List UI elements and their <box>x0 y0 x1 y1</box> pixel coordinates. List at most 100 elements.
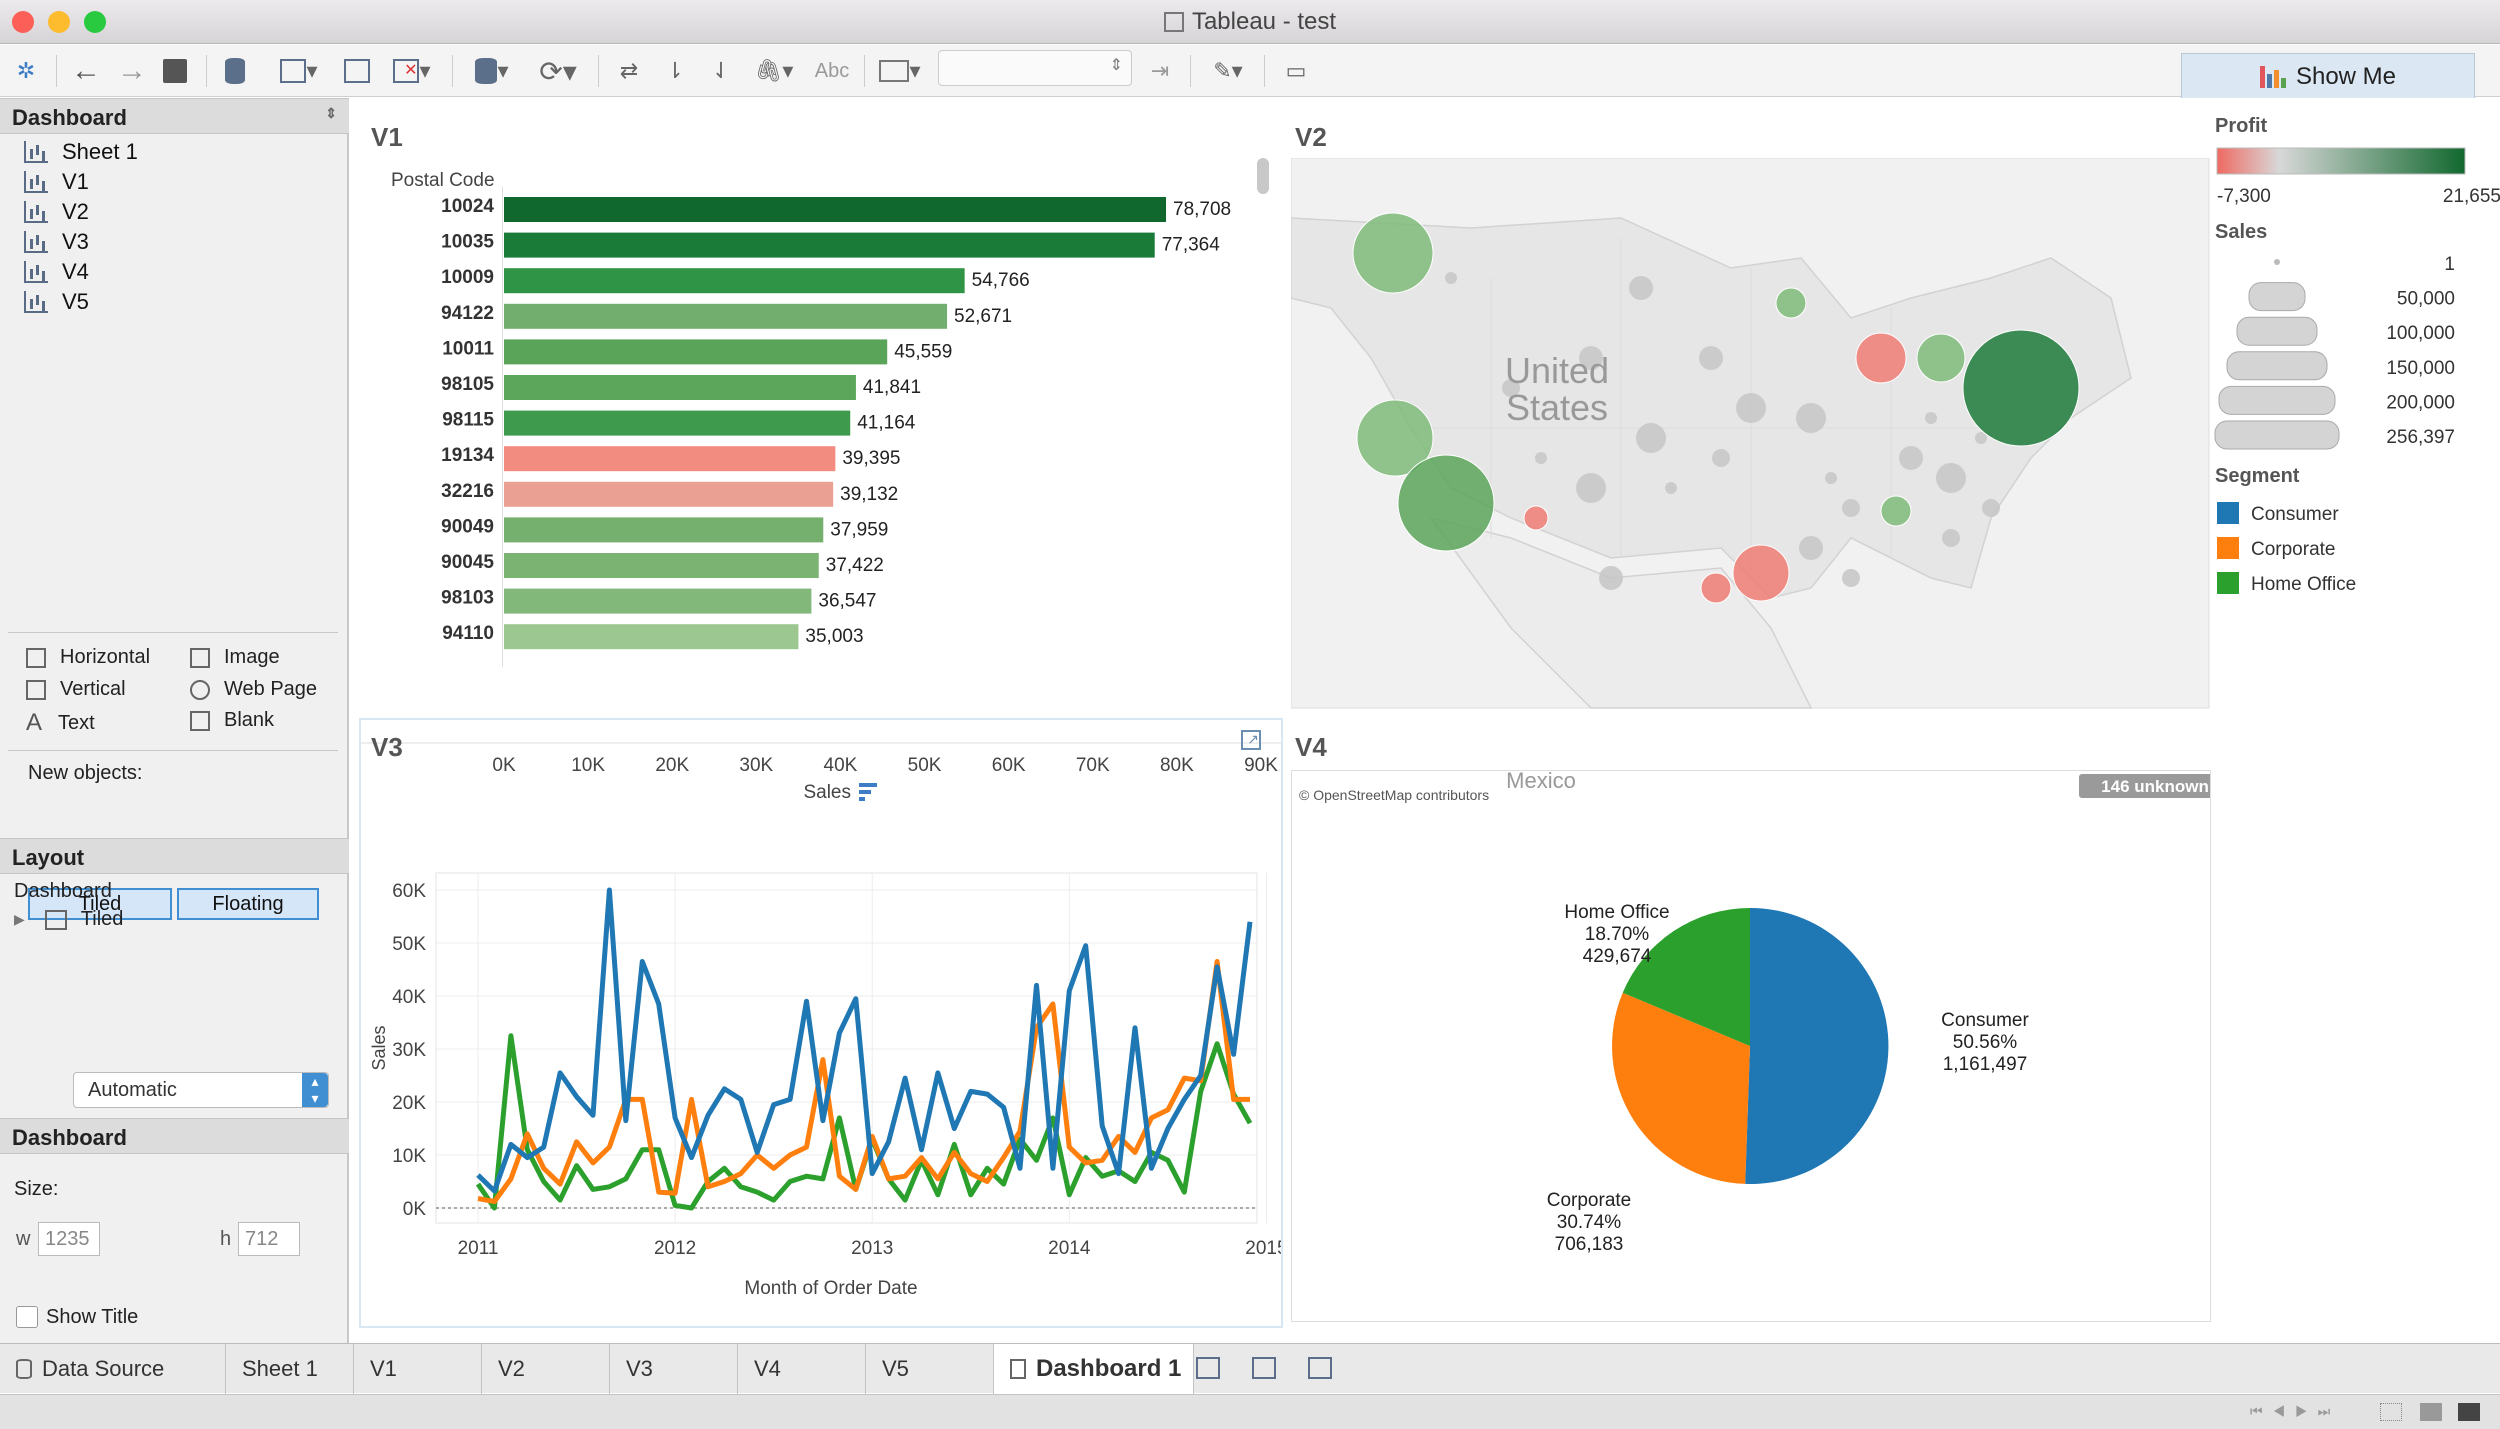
refresh-icon[interactable]: ⟳▾ <box>539 55 577 87</box>
v3-line-chart[interactable]: 0K 10K 20K 30K 40K 50K 60K 2011 2012 2013 2014 2015… <box>361 758 1281 1328</box>
new-story-tab-icon[interactable] <box>1308 1357 1332 1379</box>
highlight-icon[interactable]: ✎▾ <box>1213 58 1243 83</box>
new-dashboard-tab-icon[interactable] <box>1252 1357 1276 1379</box>
segment-swatch[interactable] <box>2217 572 2239 594</box>
v1-bar[interactable] <box>504 303 948 329</box>
tab-sheet-1[interactable]: Sheet 1 <box>226 1344 354 1394</box>
map-bubble[interactable] <box>1880 495 1912 527</box>
map-point-small[interactable] <box>1699 346 1723 370</box>
tableau-logo-icon[interactable]: ✲ <box>16 58 36 83</box>
new-data-source-icon[interactable] <box>218 55 252 87</box>
sheet-item[interactable]: V5 <box>24 288 89 316</box>
map-point-small[interactable] <box>1842 569 1860 587</box>
sort-ascending-icon[interactable]: ⇂ <box>665 58 685 83</box>
map-point-small[interactable] <box>1936 463 1966 493</box>
v1-bar[interactable] <box>504 588 812 614</box>
presentation-mode-icon[interactable]: ▭ <box>1285 58 1307 83</box>
object-vertical[interactable]: Vertical <box>26 678 126 701</box>
go-to-sheet-icon[interactable]: ↗ <box>1241 730 1261 750</box>
map-bubble[interactable] <box>1855 332 1907 384</box>
sheet-item[interactable]: V3 <box>24 228 89 256</box>
close-window-button[interactable] <box>12 11 34 33</box>
map-bubble[interactable] <box>1732 544 1790 602</box>
map-point-small[interactable] <box>1799 536 1823 560</box>
segment-swatch[interactable] <box>2217 502 2239 524</box>
tab-v1[interactable]: V1 <box>354 1344 482 1394</box>
map-point-small[interactable] <box>1665 482 1677 494</box>
map-point-small[interactable] <box>1576 473 1606 503</box>
redo-icon[interactable]: → <box>117 54 147 87</box>
map-point-small[interactable] <box>1975 432 1987 444</box>
pie-slice[interactable] <box>1622 908 1750 1046</box>
expand-arrow-icon[interactable]: ▶ <box>14 911 25 927</box>
map-point-small[interactable] <box>1899 446 1923 470</box>
map-point-small[interactable] <box>1712 449 1730 467</box>
map-point-small[interactable] <box>1599 566 1623 590</box>
map-point-small[interactable] <box>1535 452 1547 464</box>
v3-series-line[interactable] <box>476 887 1253 1194</box>
map-bubble[interactable] <box>1523 505 1549 531</box>
new-worksheet-icon[interactable]: ▾ <box>272 55 326 87</box>
v1-bar[interactable] <box>504 375 856 400</box>
map-bubble[interactable] <box>1962 329 2080 447</box>
sheet-item[interactable]: Sheet 1 <box>24 138 138 166</box>
map-bubble[interactable] <box>1916 333 1966 383</box>
object-text[interactable]: A Text <box>26 709 95 736</box>
map-bubble[interactable] <box>1356 399 1434 477</box>
v1-bar[interactable] <box>504 481 834 507</box>
map-point-small[interactable] <box>1736 393 1766 423</box>
sort-icon[interactable] <box>859 783 877 801</box>
navigation-arrows-icon[interactable]: ⏮◀▶⏭ <box>2250 1403 2341 1419</box>
map-bubble[interactable] <box>1700 572 1732 604</box>
clear-sheet-icon[interactable]: ✕ ▾ <box>384 55 440 87</box>
sheet-item[interactable]: V2 <box>24 198 89 226</box>
map-point-small[interactable] <box>1579 346 1603 370</box>
v1-bar[interactable] <box>504 268 965 294</box>
profit-color-ramp[interactable] <box>2216 147 2466 175</box>
map-point-small[interactable] <box>1825 472 1837 484</box>
tab-v5[interactable]: V5 <box>866 1344 994 1394</box>
v1-bar[interactable] <box>504 410 851 436</box>
tab-v4[interactable]: V4 <box>738 1344 866 1394</box>
map-bubble[interactable] <box>1352 212 1434 294</box>
show-me-button[interactable]: Show Me <box>2181 53 2475 99</box>
fit-icon[interactable]: ▾ <box>872 55 928 87</box>
pie-slice[interactable] <box>1745 907 1889 1184</box>
tab-v2[interactable]: V2 <box>482 1344 610 1394</box>
object-blank[interactable]: Blank <box>190 709 274 732</box>
v1-bar[interactable] <box>504 517 824 543</box>
grid-view-icon[interactable] <box>2380 1403 2402 1421</box>
filmstrip-view-icon[interactable] <box>2420 1403 2442 1421</box>
floating-button[interactable]: Floating <box>177 888 319 920</box>
fit-selector[interactable]: ⇕ <box>938 50 1132 86</box>
map-point-small[interactable] <box>1629 276 1653 300</box>
v1-bar[interactable] <box>504 339 888 365</box>
v1-bar[interactable] <box>504 446 836 472</box>
duplicate-sheet-icon[interactable] <box>340 55 374 87</box>
save-icon[interactable] <box>158 55 192 87</box>
tab-data-source[interactable]: Data Source <box>0 1344 226 1394</box>
undo-icon[interactable]: ← <box>71 54 101 87</box>
tiled-button[interactable]: Tiled <box>28 888 172 920</box>
layout-tiled-item[interactable]: ▶ Tiled <box>14 908 124 930</box>
show-labels-button[interactable]: Abc <box>814 59 850 82</box>
v1-bar[interactable] <box>504 232 1155 258</box>
v1-scrollbar-thumb[interactable] <box>1257 158 1269 194</box>
tab-dashboard-1[interactable]: Dashboard 1 <box>994 1344 1194 1394</box>
swap-rows-columns-icon[interactable]: ⇄ <box>619 58 639 83</box>
size-dropdown[interactable]: Automatic ▴ ▾ <box>73 1072 329 1108</box>
segment-swatch[interactable] <box>2217 537 2239 559</box>
map-point-small[interactable] <box>1445 272 1457 284</box>
v3-selection-frame[interactable] <box>359 718 1283 1328</box>
show-title-checkbox[interactable] <box>16 1306 38 1328</box>
object-web-page[interactable]: Web Page <box>190 678 317 701</box>
width-input[interactable]: 1235 <box>38 1222 100 1256</box>
map-bubble[interactable] <box>1775 287 1807 319</box>
sheet-item[interactable]: V1 <box>24 168 89 196</box>
maximize-window-button[interactable] <box>84 11 106 33</box>
map-point-small[interactable] <box>1796 403 1826 433</box>
swap-data-icon[interactable]: ▾ <box>464 55 520 87</box>
unknown-badge[interactable] <box>2079 774 2211 798</box>
